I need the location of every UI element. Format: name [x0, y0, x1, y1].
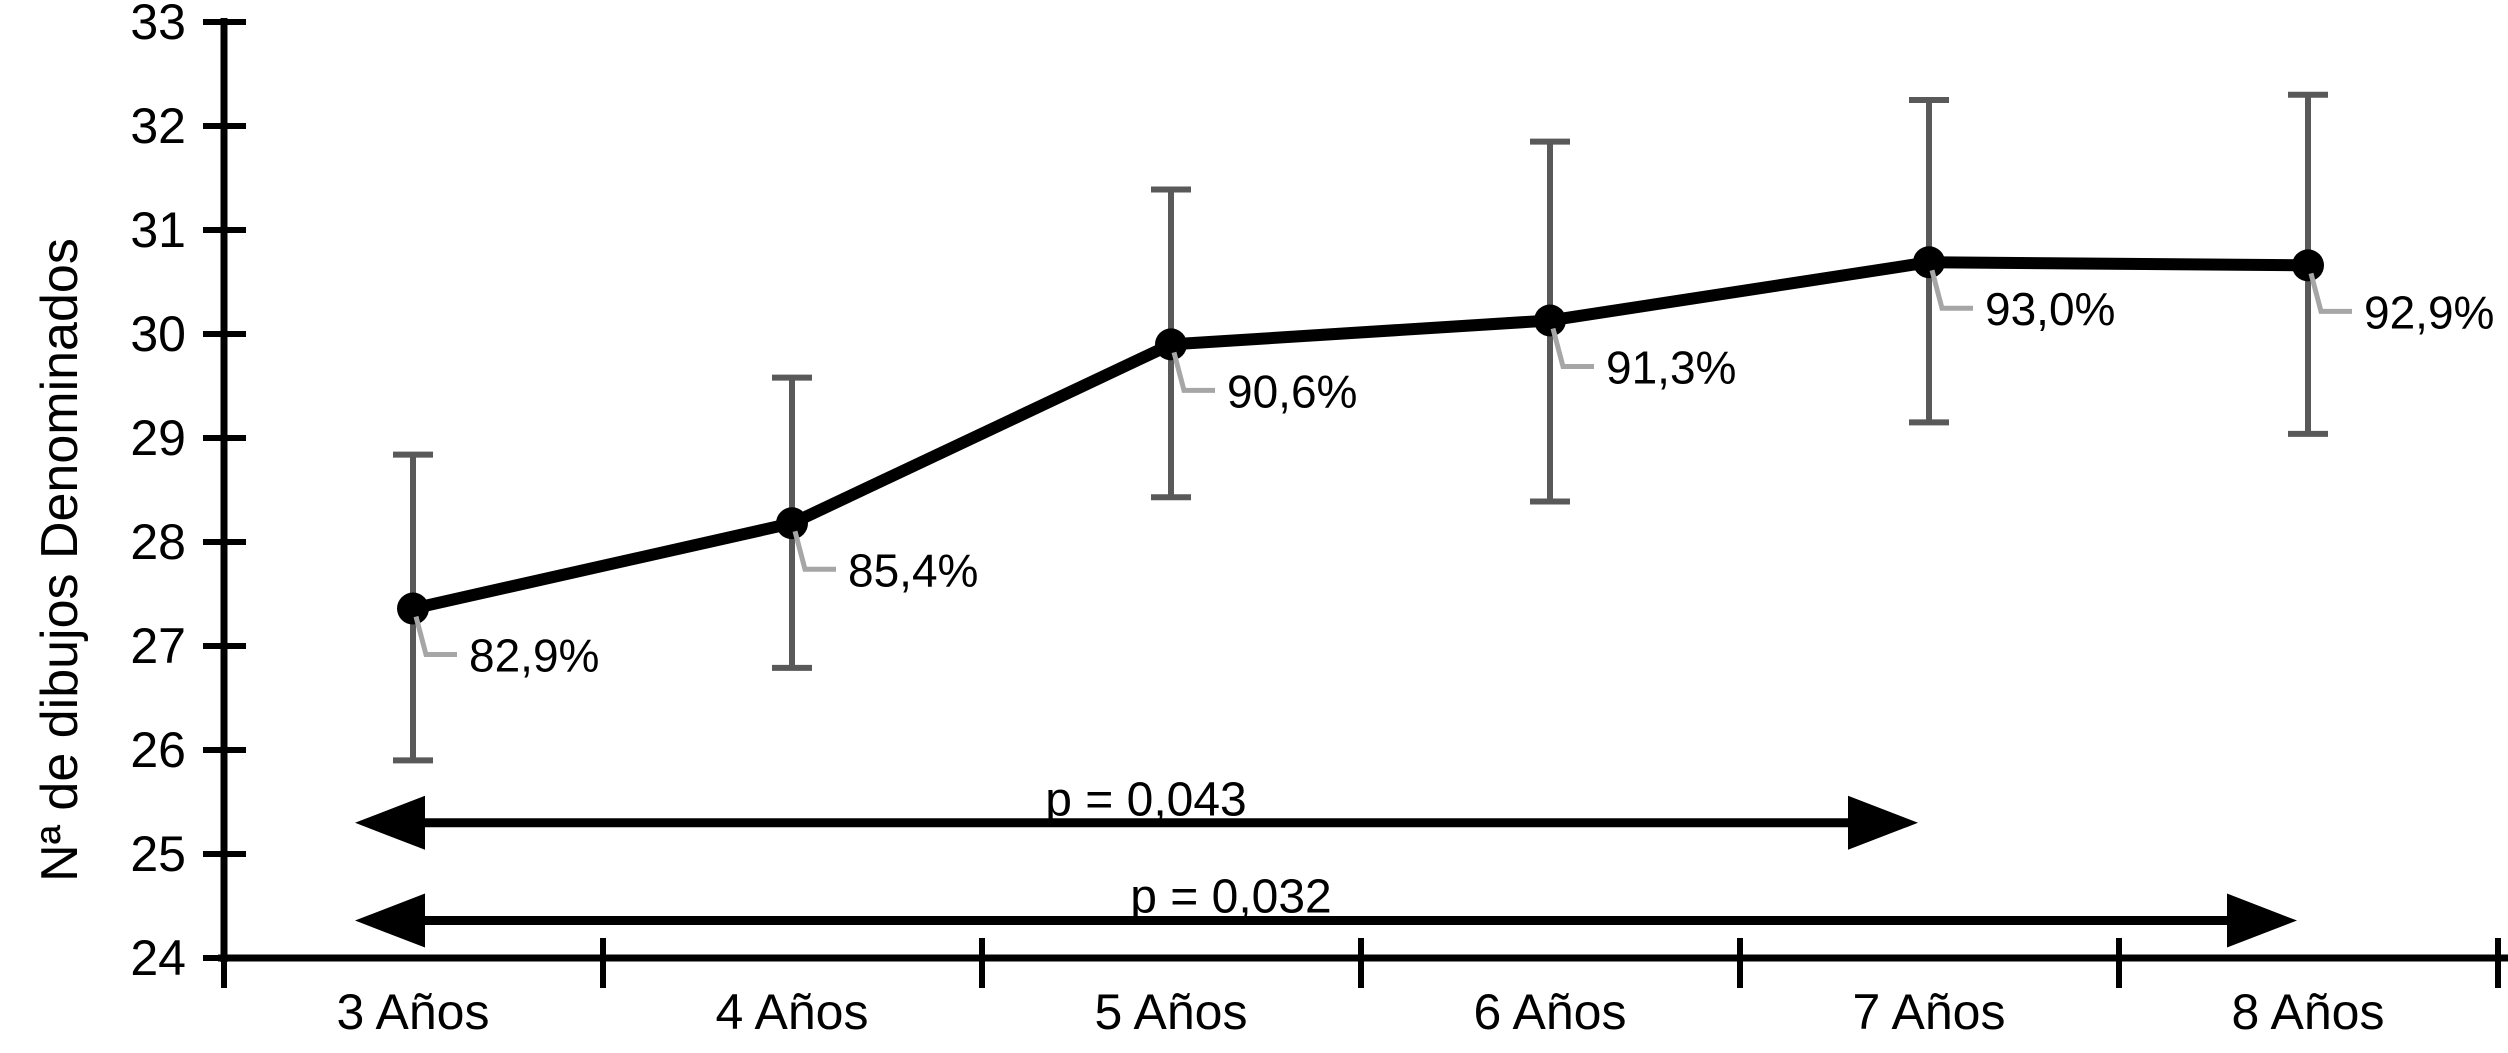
y-tick-label: 28: [130, 514, 186, 570]
point-label: 90,6%: [1227, 365, 1357, 417]
label-leader-line: [2308, 272, 2352, 314]
x-tick-label: 3 Años: [337, 984, 490, 1040]
label-leader-line: [1550, 327, 1594, 369]
y-tick-label: 25: [130, 826, 186, 882]
data-point: [1155, 328, 1187, 361]
label-leader-line: [413, 615, 457, 658]
x-tick-label: 8 Años: [2232, 984, 2385, 1040]
arrowhead-left-icon: [355, 795, 425, 850]
arrowhead-right-icon: [1848, 795, 1918, 850]
x-tick-label: 5 Años: [1095, 984, 1248, 1040]
p-value-label: p = 0,043: [1045, 774, 1247, 827]
point-label: 92,9%: [2364, 286, 2494, 338]
p-value-label: p = 0,032: [1130, 871, 1332, 924]
label-leader-line: [1929, 269, 1973, 311]
y-tick-label: 33: [130, 0, 186, 50]
arrowhead-right-icon: [2227, 893, 2297, 948]
y-tick-label: 31: [130, 202, 186, 258]
y-tick-label: 24: [130, 930, 186, 986]
y-tick-label: 30: [130, 306, 186, 362]
y-tick-label: 26: [130, 722, 186, 778]
label-leader-line: [792, 530, 836, 572]
y-tick-label: 32: [130, 98, 186, 154]
y-tick-label: 27: [130, 618, 186, 674]
point-label: 91,3%: [1606, 341, 1736, 393]
x-tick-label: 4 Años: [716, 984, 869, 1040]
series-line: [407, 256, 2314, 615]
point-label: 82,9%: [469, 630, 599, 682]
data-point: [1913, 246, 1945, 279]
label-leader-line: [1171, 351, 1215, 393]
data-point: [1534, 304, 1566, 337]
x-tick-label: 6 Años: [1474, 984, 1627, 1040]
point-label: 93,0%: [1985, 283, 2115, 335]
data-point: [776, 507, 808, 540]
point-label: 85,4%: [848, 544, 978, 596]
y-axis-title: Nª de dibujos Denominados: [31, 238, 89, 882]
arrowhead-left-icon: [355, 893, 425, 948]
data-point: [2292, 249, 2324, 282]
y-tick-label: 29: [130, 410, 186, 466]
data-point: [397, 592, 429, 625]
x-tick-label: 7 Años: [1853, 984, 2006, 1040]
